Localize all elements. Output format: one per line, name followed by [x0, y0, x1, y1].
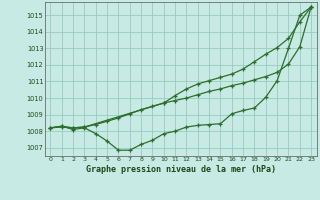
X-axis label: Graphe pression niveau de la mer (hPa): Graphe pression niveau de la mer (hPa)	[86, 165, 276, 174]
